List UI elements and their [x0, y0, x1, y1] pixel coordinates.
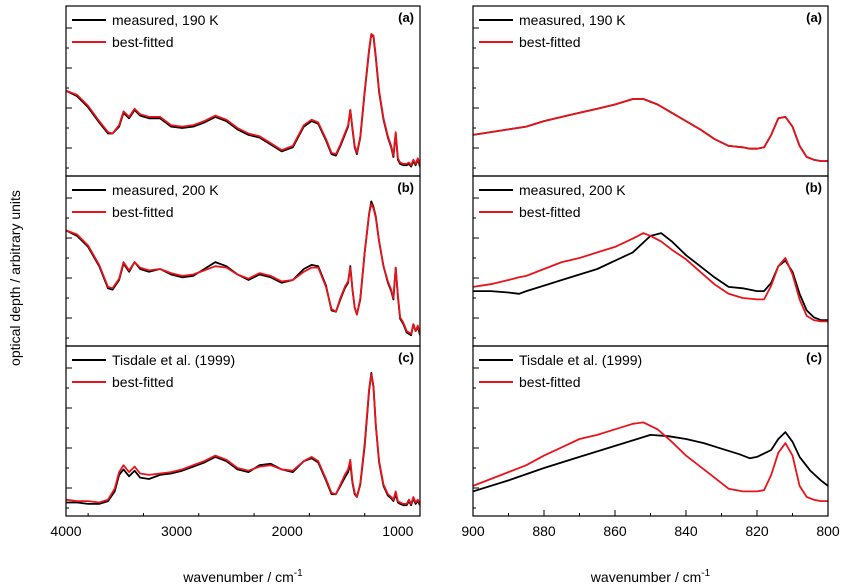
legend-label-left-c-1: best-fitted [112, 374, 173, 390]
series-line-left-b-0 [66, 200, 420, 337]
y-axis-label: optical depth / arbitrary units [7, 190, 23, 366]
panel-label-left-a: (a) [398, 10, 414, 25]
legend-label-left-c-0: Tisdale et al. (1999) [112, 352, 235, 368]
series-line-left-a-0 [66, 33, 420, 168]
legend-label-left-a-0: measured, 190 K [112, 12, 219, 28]
x-axis-label-left-c: wavenumber / cm-1 [182, 568, 303, 585]
legend-label-left-b-1: best-fitted [112, 204, 173, 220]
legend-label-right-b-0: measured, 200 K [519, 182, 626, 198]
x-tick-label-right-c-840: 840 [674, 523, 698, 539]
plot-frame-left-a [65, 5, 421, 177]
legend-label-left-b-0: measured, 200 K [112, 182, 219, 198]
x-tick-label-left-c-1000: 1000 [382, 523, 413, 539]
x-tick-label-left-c-3000: 3000 [161, 523, 192, 539]
panel-label-left-b: (b) [397, 180, 414, 195]
panel-label-right-a: (a) [806, 10, 822, 25]
plot-frame-left-c [65, 345, 421, 517]
legend-label-right-c-0: Tisdale et al. (1999) [519, 352, 642, 368]
plot-frame-right-b [472, 175, 829, 347]
legend-label-right-a-0: measured, 190 K [519, 12, 626, 28]
x-tick-label-right-c-900: 900 [461, 523, 485, 539]
panel-right-a: measured, 190 K best-fitted (a) [472, 5, 829, 177]
panel-left-a: measured, 190 K best-fitted (a) [65, 5, 421, 177]
plot-frame-right-c [472, 345, 829, 517]
series-line-left-a-1 [66, 33, 420, 167]
panel-right-c: Tisdale et al. (1999) best-fitted (c) 900 88… [461, 345, 840, 585]
x-tick-label-right-c-860: 860 [603, 523, 627, 539]
series-line-left-b-1 [66, 203, 420, 335]
plot-frame-right-a [472, 5, 829, 177]
panel-label-left-c: (c) [398, 350, 414, 365]
series-line-right-a-0 [473, 98, 828, 162]
panel-left-b: measured, 200 K best-fitted (b) [65, 175, 421, 347]
panel-right-b: measured, 200 K best-fitted (b) [472, 175, 829, 347]
legend-label-left-a-1: best-fitted [112, 34, 173, 50]
series-line-right-a-1 [473, 98, 828, 162]
legend-label-right-c-1: best-fitted [519, 374, 580, 390]
x-tick-label-left-c-4000: 4000 [50, 523, 81, 539]
series-line-right-b-1 [473, 232, 828, 323]
series-line-left-c-1 [66, 373, 420, 505]
x-tick-label-right-c-800: 800 [816, 523, 840, 539]
x-tick-label-right-c-820: 820 [745, 523, 769, 539]
plot-frame-left-b [65, 175, 421, 347]
legend-label-right-a-1: best-fitted [519, 34, 580, 50]
panel-label-right-c: (c) [806, 350, 822, 365]
x-tick-label-left-c-2000: 2000 [272, 523, 303, 539]
panel-left-c: Tisdale et al. (1999) best-fitted (c) 4000 3… [50, 345, 421, 585]
x-tick-label-right-c-880: 880 [532, 523, 556, 539]
series-line-left-c-0 [66, 371, 420, 507]
x-axis-label-right-c: wavenumber / cm-1 [590, 568, 711, 585]
series-line-right-c-0 [473, 431, 828, 493]
legend-label-right-b-1: best-fitted [519, 204, 580, 220]
series-line-right-c-1 [473, 421, 828, 502]
panel-label-right-b: (b) [805, 180, 822, 195]
